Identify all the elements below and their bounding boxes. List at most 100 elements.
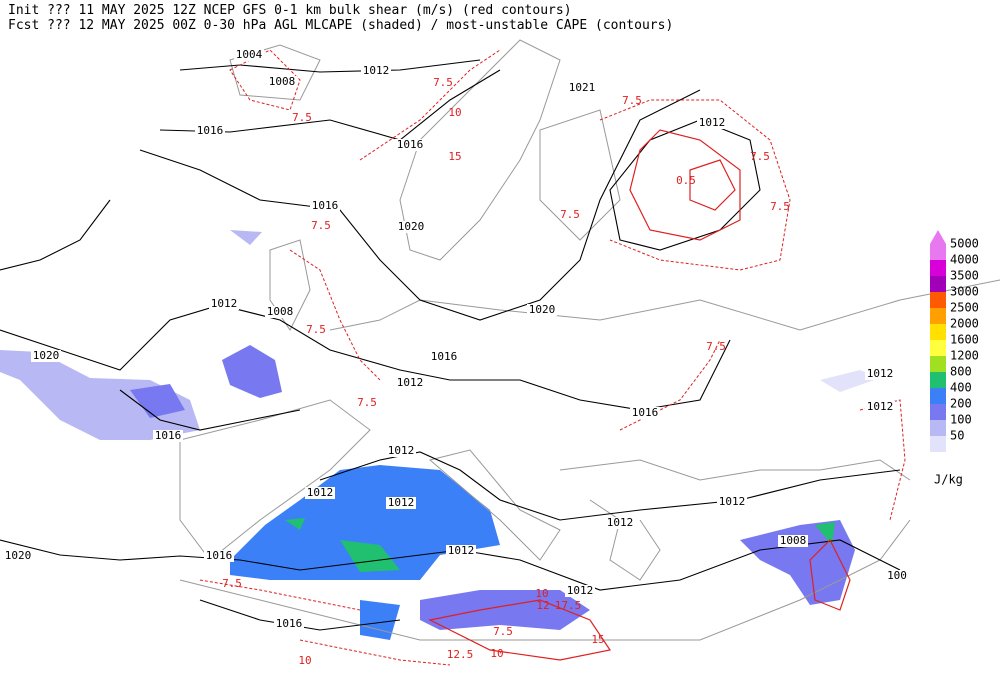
- isobar-label: 1012: [388, 496, 415, 509]
- isobar-label: 1020: [398, 220, 425, 233]
- shear-contour: [689, 159, 736, 211]
- coastline: [399, 39, 561, 261]
- isobar-label: 1012: [719, 495, 746, 508]
- shear-label: 10: [490, 647, 503, 660]
- legend-swatch: [930, 404, 946, 420]
- legend-label: 100: [950, 413, 972, 427]
- coastline: [559, 459, 911, 481]
- label-bg: [3, 550, 33, 562]
- label-bg: [204, 550, 234, 562]
- shear-label: 7.5: [622, 94, 642, 107]
- label-bg: [234, 49, 264, 61]
- shear-contour: [619, 339, 721, 431]
- shear-label: 7.5: [433, 76, 453, 89]
- label-bg: [778, 535, 808, 547]
- legend-label: 400: [950, 381, 972, 395]
- label-bg: [209, 298, 239, 310]
- legend-label: 2000: [950, 317, 979, 331]
- cape-area: [230, 465, 500, 580]
- label-bg: [446, 545, 476, 557]
- isobar-label: 1012: [307, 486, 334, 499]
- legend-swatch: [930, 340, 946, 356]
- legend-label: 3000: [950, 285, 979, 299]
- legend-swatch: [930, 244, 946, 260]
- isobar: [119, 389, 301, 431]
- shear-label: 7.5: [292, 111, 312, 124]
- label-bg: [429, 351, 459, 363]
- legend-swatch: [930, 356, 946, 372]
- cape-area: [340, 540, 400, 572]
- cape-area: [360, 600, 400, 640]
- shear-label: 7.5: [706, 340, 726, 353]
- shear-contour: [599, 99, 791, 271]
- label-bg: [565, 585, 595, 597]
- shear-label: 15: [591, 633, 604, 646]
- label-bg: [865, 368, 895, 380]
- legend-swatch: [930, 308, 946, 324]
- shear-label: 7.5: [750, 150, 770, 163]
- isobar-label: 1021: [569, 81, 596, 94]
- label-bg: [697, 117, 727, 129]
- label-bg: [395, 139, 425, 151]
- isobar-label: 1008: [780, 534, 807, 547]
- legend-label: 1600: [950, 333, 979, 347]
- label-bg: [267, 76, 297, 88]
- isobar-label: 1016: [632, 406, 659, 419]
- label-bg: [567, 82, 597, 94]
- label-bg: [265, 306, 295, 318]
- shear-label: 15: [448, 150, 461, 163]
- isobar-label: 1004: [236, 48, 263, 61]
- label-bg: [527, 304, 557, 316]
- cape-area: [285, 518, 305, 530]
- label-bg: [305, 487, 335, 499]
- label-bg: [310, 200, 340, 212]
- legend-label: 3500: [950, 269, 979, 283]
- isobar-label: 1012: [567, 584, 594, 597]
- cape-area: [420, 590, 590, 630]
- isobar: [609, 119, 761, 251]
- isobar-label: 1012: [388, 444, 415, 457]
- label-bg: [630, 407, 660, 419]
- cape-area: [740, 520, 855, 605]
- cape-area: [230, 230, 262, 245]
- label-bg: [386, 445, 416, 457]
- isobar-label: 1016: [197, 124, 224, 137]
- shear-label: 7.5: [311, 219, 331, 232]
- shear-label: 0.5: [676, 174, 696, 187]
- isobar-label: 1016: [312, 199, 339, 212]
- shear-label: 7.5: [222, 577, 242, 590]
- label-bg: [717, 496, 747, 508]
- contour-labels: 1004100810121016101610121016102010121008…: [3, 48, 912, 667]
- legend-swatch: [930, 420, 946, 436]
- legend-unit: J/kg: [934, 473, 963, 487]
- isobar-label: 1012: [448, 544, 475, 557]
- color-legend: 5000 4000 3500 3000 2500 2000 1600 1200 800 400 20…: [930, 230, 979, 487]
- label-bg: [31, 350, 61, 362]
- isobar-label: 1012: [867, 400, 894, 413]
- shear-contour: [859, 399, 906, 521]
- legend-label: 4000: [950, 253, 979, 267]
- legend-label: 5000: [950, 237, 979, 251]
- isobar: [179, 59, 481, 73]
- legend-swatch: [930, 324, 946, 340]
- shear-label: 7.5: [357, 396, 377, 409]
- coastline: [539, 109, 621, 241]
- isobar-label: 1016: [155, 429, 182, 442]
- isobar-label: 1012: [699, 116, 726, 129]
- legend-label: 200: [950, 397, 972, 411]
- coastline: [589, 499, 661, 581]
- isobar-label: 1016: [276, 617, 303, 630]
- label-bg: [361, 65, 391, 77]
- legend-label: 2500: [950, 301, 979, 315]
- label-bg: [395, 377, 425, 389]
- shear-contour: [629, 129, 741, 241]
- legend-swatch: [930, 276, 946, 292]
- shear-contour: [199, 579, 361, 611]
- shear-label: 7.5: [560, 208, 580, 221]
- shear-contour: [299, 639, 451, 666]
- coastline: [329, 279, 1000, 331]
- label-bg: [865, 401, 895, 413]
- shear-label: 10: [535, 587, 548, 600]
- legend-swatch: [930, 436, 946, 452]
